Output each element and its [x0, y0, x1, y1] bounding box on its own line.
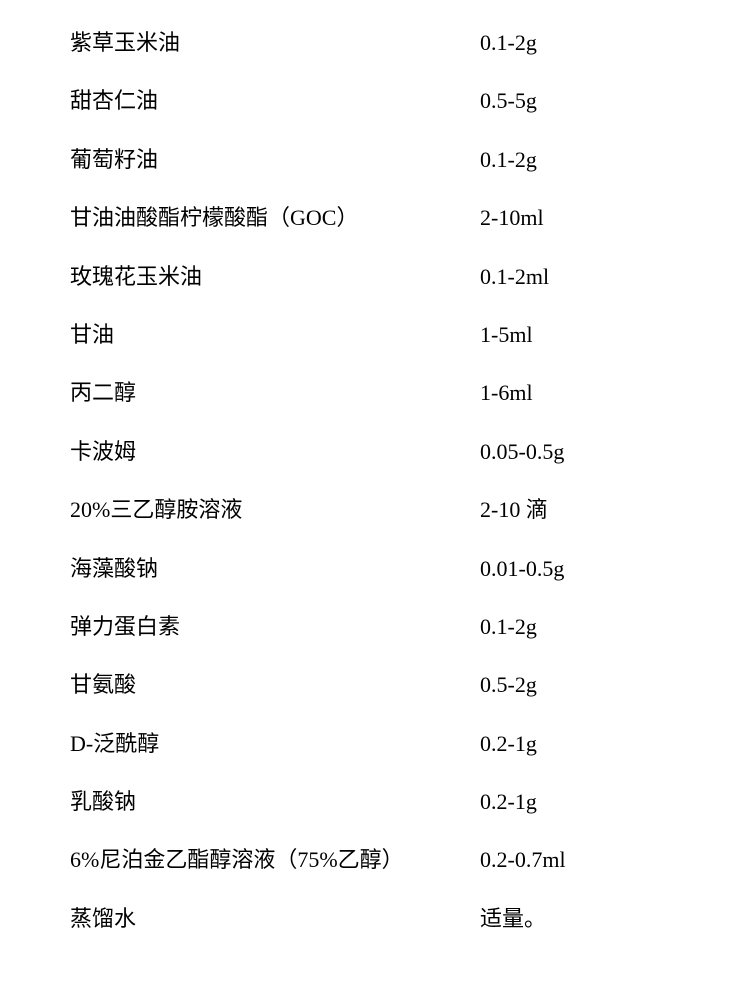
ingredient-value: 适量。: [480, 906, 546, 932]
ingredient-value: 0.1-2ml: [480, 264, 549, 290]
ingredient-value: 0.1-2g: [480, 614, 537, 640]
ingredient-value: 2-10ml: [480, 205, 544, 231]
ingredient-label: 乳酸钠: [70, 789, 480, 815]
ingredient-label: D-泛酰醇: [70, 731, 480, 757]
ingredient-row: 玫瑰花玉米油 0.1-2ml: [70, 264, 702, 290]
ingredient-value: 1-6ml: [480, 380, 533, 406]
ingredient-value: 0.2-1g: [480, 731, 537, 757]
ingredient-label: 20%三乙醇胺溶液: [70, 497, 480, 523]
ingredient-value: 2-10 滴: [480, 497, 548, 523]
ingredient-row: 紫草玉米油 0.1-2g: [70, 30, 702, 56]
ingredient-value: 0.2-1g: [480, 789, 537, 815]
ingredient-row: 甘油油酸酯柠檬酸酯（GOC） 2-10ml: [70, 205, 702, 231]
ingredient-value: 0.5-5g: [480, 88, 537, 114]
ingredient-row: 甘油 1-5ml: [70, 322, 702, 348]
ingredient-row: 葡萄籽油 0.1-2g: [70, 147, 702, 173]
ingredient-row: 6%尼泊金乙酯醇溶液（75%乙醇） 0.2-0.7ml: [70, 847, 702, 873]
ingredient-row: 甜杏仁油 0.5-5g: [70, 88, 702, 114]
ingredient-value: 0.1-2g: [480, 147, 537, 173]
ingredient-label: 甘油: [70, 322, 480, 348]
ingredient-row: 丙二醇 1-6ml: [70, 380, 702, 406]
ingredient-row: 弹力蛋白素 0.1-2g: [70, 614, 702, 640]
ingredient-label: 葡萄籽油: [70, 147, 480, 173]
ingredient-label: 海藻酸钠: [70, 556, 480, 582]
ingredient-label: 卡波姆: [70, 439, 480, 465]
ingredient-label: 玫瑰花玉米油: [70, 264, 480, 290]
ingredient-row: 甘氨酸 0.5-2g: [70, 672, 702, 698]
ingredient-value: 0.05-0.5g: [480, 439, 564, 465]
ingredient-row: 卡波姆 0.05-0.5g: [70, 439, 702, 465]
ingredient-row: D-泛酰醇 0.2-1g: [70, 731, 702, 757]
ingredient-row: 海藻酸钠 0.01-0.5g: [70, 556, 702, 582]
ingredient-list: 紫草玉米油 0.1-2g 甜杏仁油 0.5-5g 葡萄籽油 0.1-2g 甘油油…: [0, 0, 752, 994]
ingredient-label: 弹力蛋白素: [70, 614, 480, 640]
ingredient-value: 0.01-0.5g: [480, 556, 564, 582]
ingredient-label: 6%尼泊金乙酯醇溶液（75%乙醇）: [70, 847, 480, 873]
ingredient-label: 丙二醇: [70, 380, 480, 406]
ingredient-label: 甘氨酸: [70, 672, 480, 698]
ingredient-label: 紫草玉米油: [70, 30, 480, 56]
ingredient-label: 甜杏仁油: [70, 88, 480, 114]
ingredient-value: 0.1-2g: [480, 30, 537, 56]
ingredient-label: 甘油油酸酯柠檬酸酯（GOC）: [70, 205, 480, 231]
ingredient-value: 1-5ml: [480, 322, 533, 348]
ingredient-row: 蒸馏水 适量。: [70, 906, 702, 932]
ingredient-label: 蒸馏水: [70, 906, 480, 932]
ingredient-value: 0.2-0.7ml: [480, 847, 566, 873]
ingredient-row: 乳酸钠 0.2-1g: [70, 789, 702, 815]
ingredient-row: 20%三乙醇胺溶液 2-10 滴: [70, 497, 702, 523]
ingredient-value: 0.5-2g: [480, 672, 537, 698]
